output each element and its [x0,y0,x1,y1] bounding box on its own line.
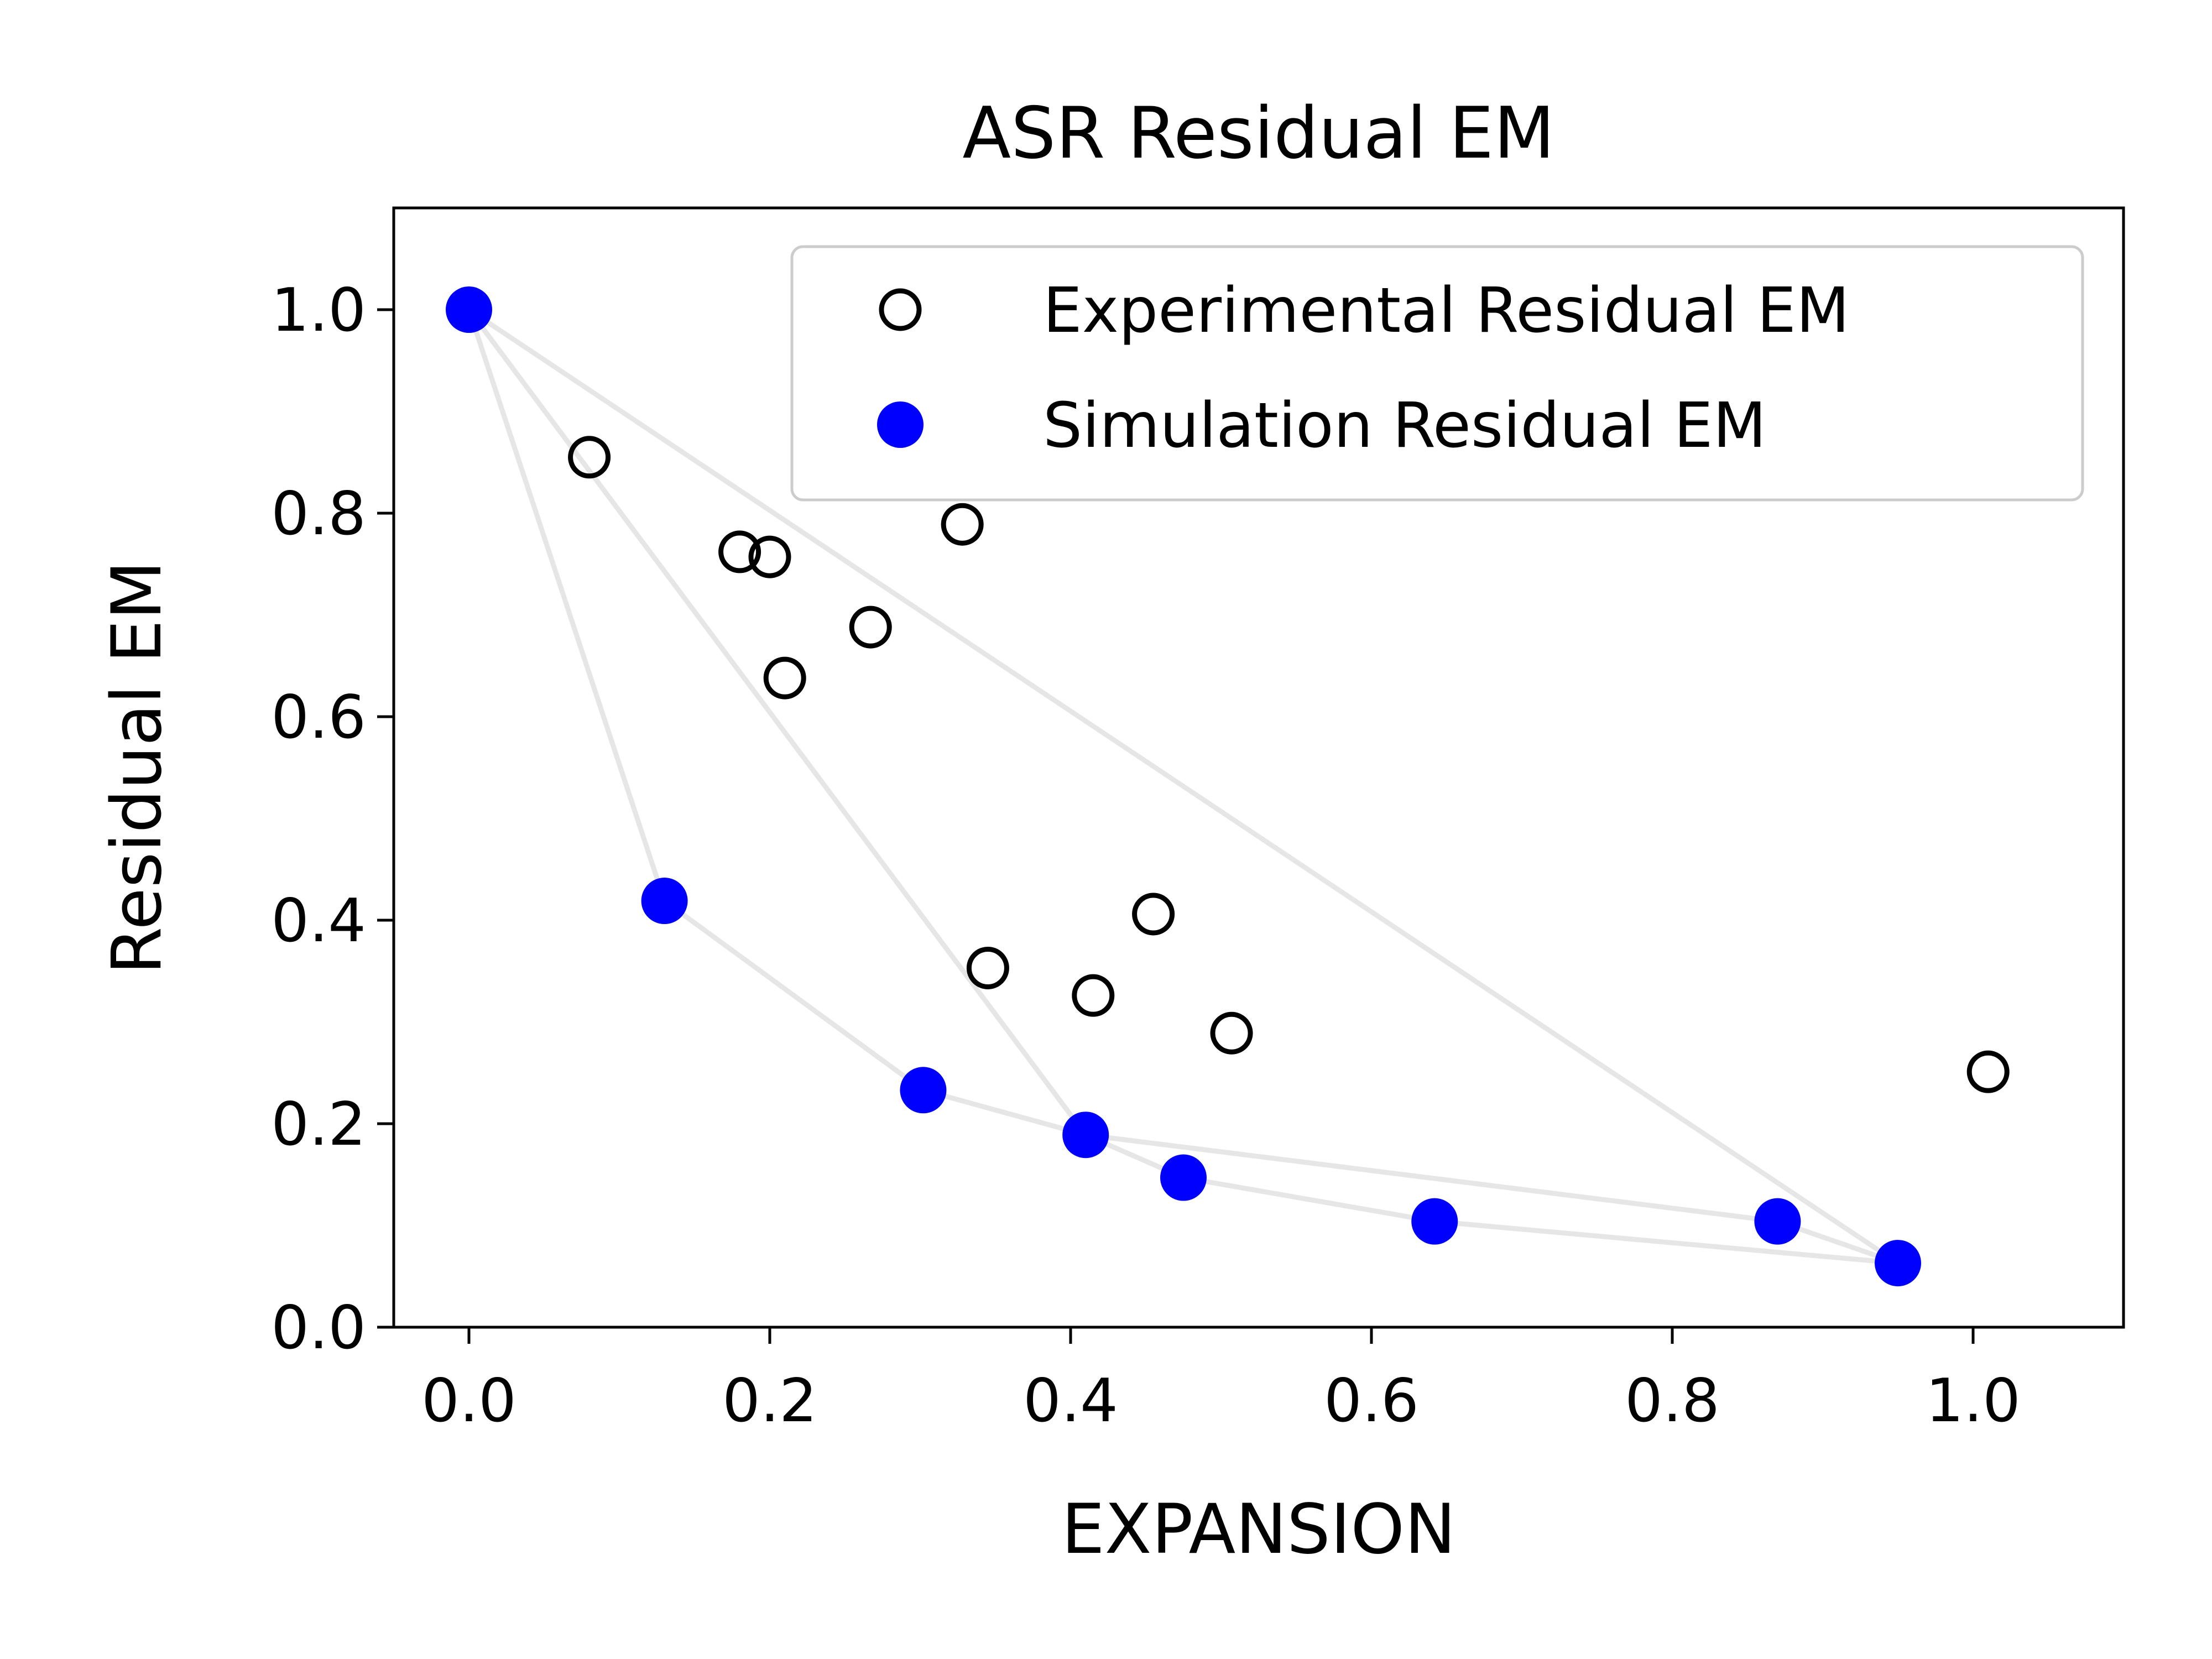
y-axis-label: Residual EM [97,561,177,974]
x-axis-ticks: 0.0 0.2 0.4 0.6 0.8 1.0 [421,1327,2021,1436]
experimental-point [849,606,892,649]
x-tick-label: 0.0 [421,1366,517,1436]
experimental-point [941,503,984,546]
y-tick-label: 0.2 [271,1090,366,1159]
hull-line-1 [467,308,1899,1266]
x-tick-label: 0.8 [1625,1366,1720,1436]
simulation-point [1160,1154,1207,1201]
x-tick-label: 0.2 [722,1366,817,1436]
x-tick-label: 0.4 [1023,1366,1118,1436]
legend: Experimental Residual EM Simulation Resi… [790,245,2084,502]
x-tick-label: 0.6 [1324,1366,1419,1436]
simulation-point [1411,1198,1458,1245]
legend-experimental-label: Experimental Residual EM [1043,275,1849,347]
experimental-point [966,946,1009,989]
x-axis-label: EXPANSION [1061,1490,1455,1569]
y-axis-ticks: 0.0 0.2 0.4 0.6 0.8 1.0 [271,276,394,1363]
y-tick-label: 1.0 [271,276,366,345]
simulation-point [1062,1112,1109,1159]
experimental-point [1072,974,1115,1017]
experimental-point [718,530,761,573]
simulation-points [446,286,1921,1287]
experimental-point [763,656,806,700]
simulation-point [446,286,492,333]
experimental-points [568,436,2010,1093]
experimental-point [1210,1011,1253,1055]
legend-simulation-marker [877,401,924,448]
legend-experimental-marker [879,288,922,331]
experimental-point [748,535,791,578]
legend-box [790,245,2084,502]
hull-line-0 [466,307,1901,1266]
simulation-point [1754,1198,1801,1245]
legend-simulation-label: Simulation Residual EM [1043,390,1766,462]
experimental-point [1966,1050,2010,1093]
y-tick-label: 0.4 [271,886,366,956]
x-tick-label: 1.0 [1926,1366,2021,1436]
simulation-point [641,878,688,925]
plot-frame [392,206,2125,1329]
y-tick-label: 0.8 [271,479,366,549]
y-tick-label: 0.6 [271,683,366,752]
experimental-point [1132,893,1175,936]
simulation-point [900,1067,947,1114]
simulation-point [1875,1240,1921,1287]
chart-title: ASR Residual EM [963,92,1555,175]
y-tick-label: 0.0 [271,1293,366,1363]
experimental-point [568,436,611,479]
hull-lines [466,307,1901,1266]
